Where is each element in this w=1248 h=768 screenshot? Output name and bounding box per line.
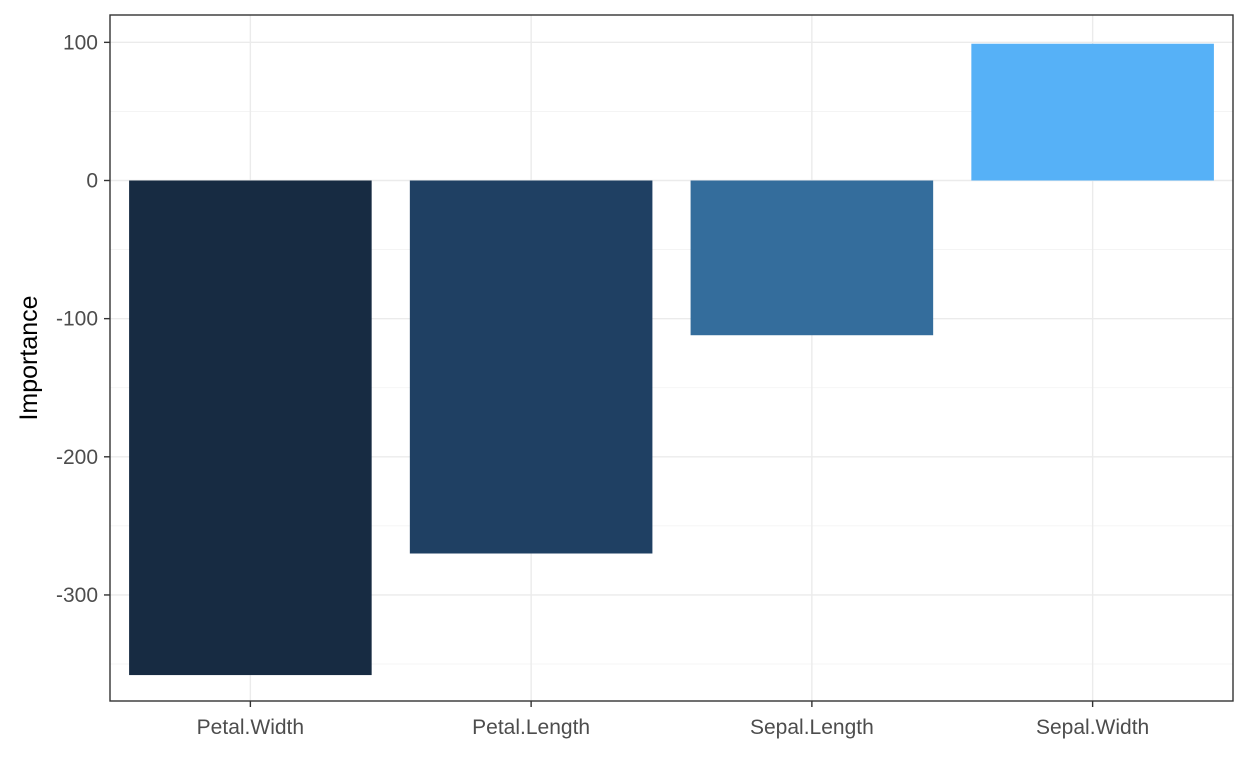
y-tick-label: -300 — [56, 584, 98, 607]
panel-border — [109, 14, 1234, 702]
y-tick-label: -200 — [56, 446, 98, 469]
y-tick-label: -100 — [56, 308, 98, 331]
x-tick-label: Petal.Length — [472, 716, 590, 739]
bar-sepal-width — [971, 43, 1214, 181]
axes: 100 0 -100 -200 -300 Petal.Width Petal.Length S… — [56, 31, 1149, 739]
x-tick-label: Sepal.Width — [1036, 716, 1149, 739]
y-axis-title: Importance — [15, 295, 43, 420]
bar-petal-width — [129, 180, 372, 676]
bar-sepal-length — [690, 180, 934, 336]
x-tick-label: Petal.Width — [197, 716, 304, 739]
x-tick-label: Sepal.Length — [750, 716, 874, 739]
bars — [129, 43, 1214, 676]
bar-petal-length — [409, 180, 653, 554]
grid-lines — [110, 15, 1233, 701]
y-tick-label: 100 — [63, 31, 98, 54]
y-tick-label: 0 — [86, 170, 98, 193]
